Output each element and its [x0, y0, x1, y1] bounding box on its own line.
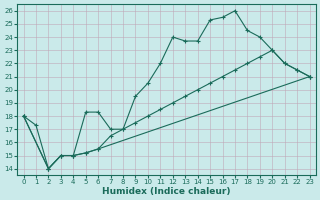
X-axis label: Humidex (Indice chaleur): Humidex (Indice chaleur) — [102, 187, 231, 196]
